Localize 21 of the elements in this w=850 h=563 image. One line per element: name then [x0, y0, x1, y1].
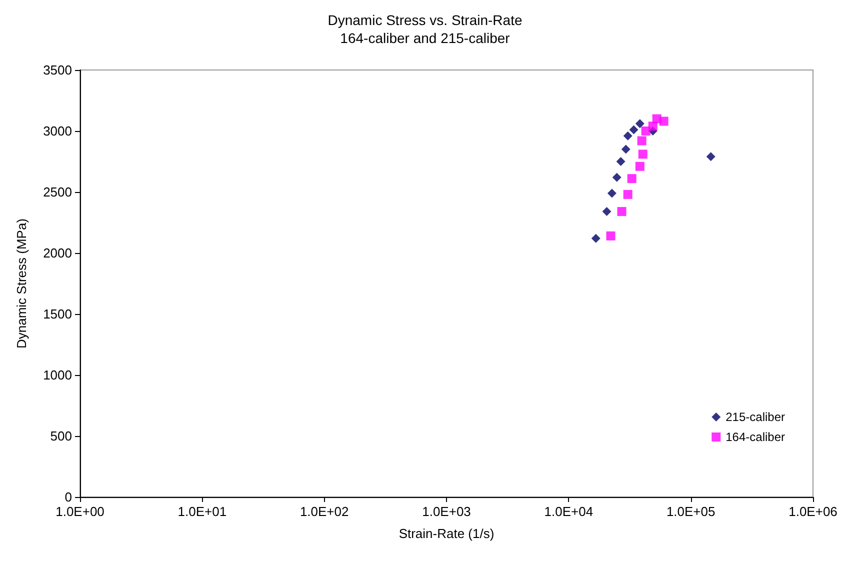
y-tick-label: 2000: [43, 246, 72, 260]
x-tick-label: 1.0E+05: [666, 504, 716, 519]
y-axis-title: Dynamic Stress (MPa): [14, 218, 29, 349]
y-tick-label: 0: [64, 490, 72, 504]
legend-label: 215-caliber: [726, 410, 786, 424]
y-tick-label: 500: [50, 428, 72, 444]
y-tick-label: 2500: [43, 184, 72, 200]
x-tick-label: 1.0E+04: [544, 504, 594, 519]
x-tick-label: 1.0E+06: [788, 504, 838, 519]
chart-title: Dynamic Stress vs. Strain-Rate: [328, 12, 522, 28]
legend-label: 164-caliber: [726, 430, 786, 444]
x-tick-label: 1.0E+01: [178, 504, 227, 519]
y-tick-label: 1000: [43, 368, 72, 382]
x-tick-label: 1.0E+03: [422, 504, 471, 519]
x-tick-label: 1.0E+02: [300, 504, 349, 519]
y-tick-label: 1500: [43, 306, 72, 322]
y-tick-label: 3500: [43, 62, 72, 78]
x-tick-label: 1.0E+00: [56, 504, 104, 519]
chart-subtitle: 164-caliber and 215-caliber: [340, 30, 510, 46]
y-tick-label: 3000: [43, 124, 72, 138]
x-axis-title: Strain-Rate (1/s): [398, 526, 494, 541]
